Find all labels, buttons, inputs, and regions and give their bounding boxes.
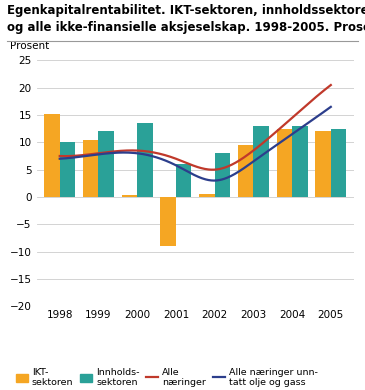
Bar: [161, 197, 176, 246]
Bar: [253, 126, 269, 197]
Bar: [60, 142, 75, 197]
Bar: [176, 164, 191, 197]
Bar: [44, 114, 60, 197]
Text: og alle ikke-finansielle aksjeselskap. 1998-2005. Prosent: og alle ikke-finansielle aksjeselskap. 1…: [7, 21, 365, 34]
Bar: [83, 140, 99, 197]
Bar: [199, 194, 215, 197]
Text: Prosent: Prosent: [9, 41, 49, 51]
Bar: [331, 129, 346, 197]
Bar: [238, 145, 253, 197]
Bar: [215, 153, 230, 197]
Bar: [99, 131, 114, 197]
Bar: [292, 126, 308, 197]
Bar: [315, 131, 331, 197]
Bar: [277, 129, 292, 197]
Text: Egenkapitalrentabilitet. IKT-sektoren, innholdssektoren: Egenkapitalrentabilitet. IKT-sektoren, i…: [7, 4, 365, 17]
Bar: [122, 195, 137, 197]
Bar: [137, 123, 153, 197]
Legend: IKT-
sektoren, Innholds-
sektoren, Alle
næringer, Alle næringer unn-
tatt olje o: IKT- sektoren, Innholds- sektoren, Alle …: [16, 368, 318, 387]
